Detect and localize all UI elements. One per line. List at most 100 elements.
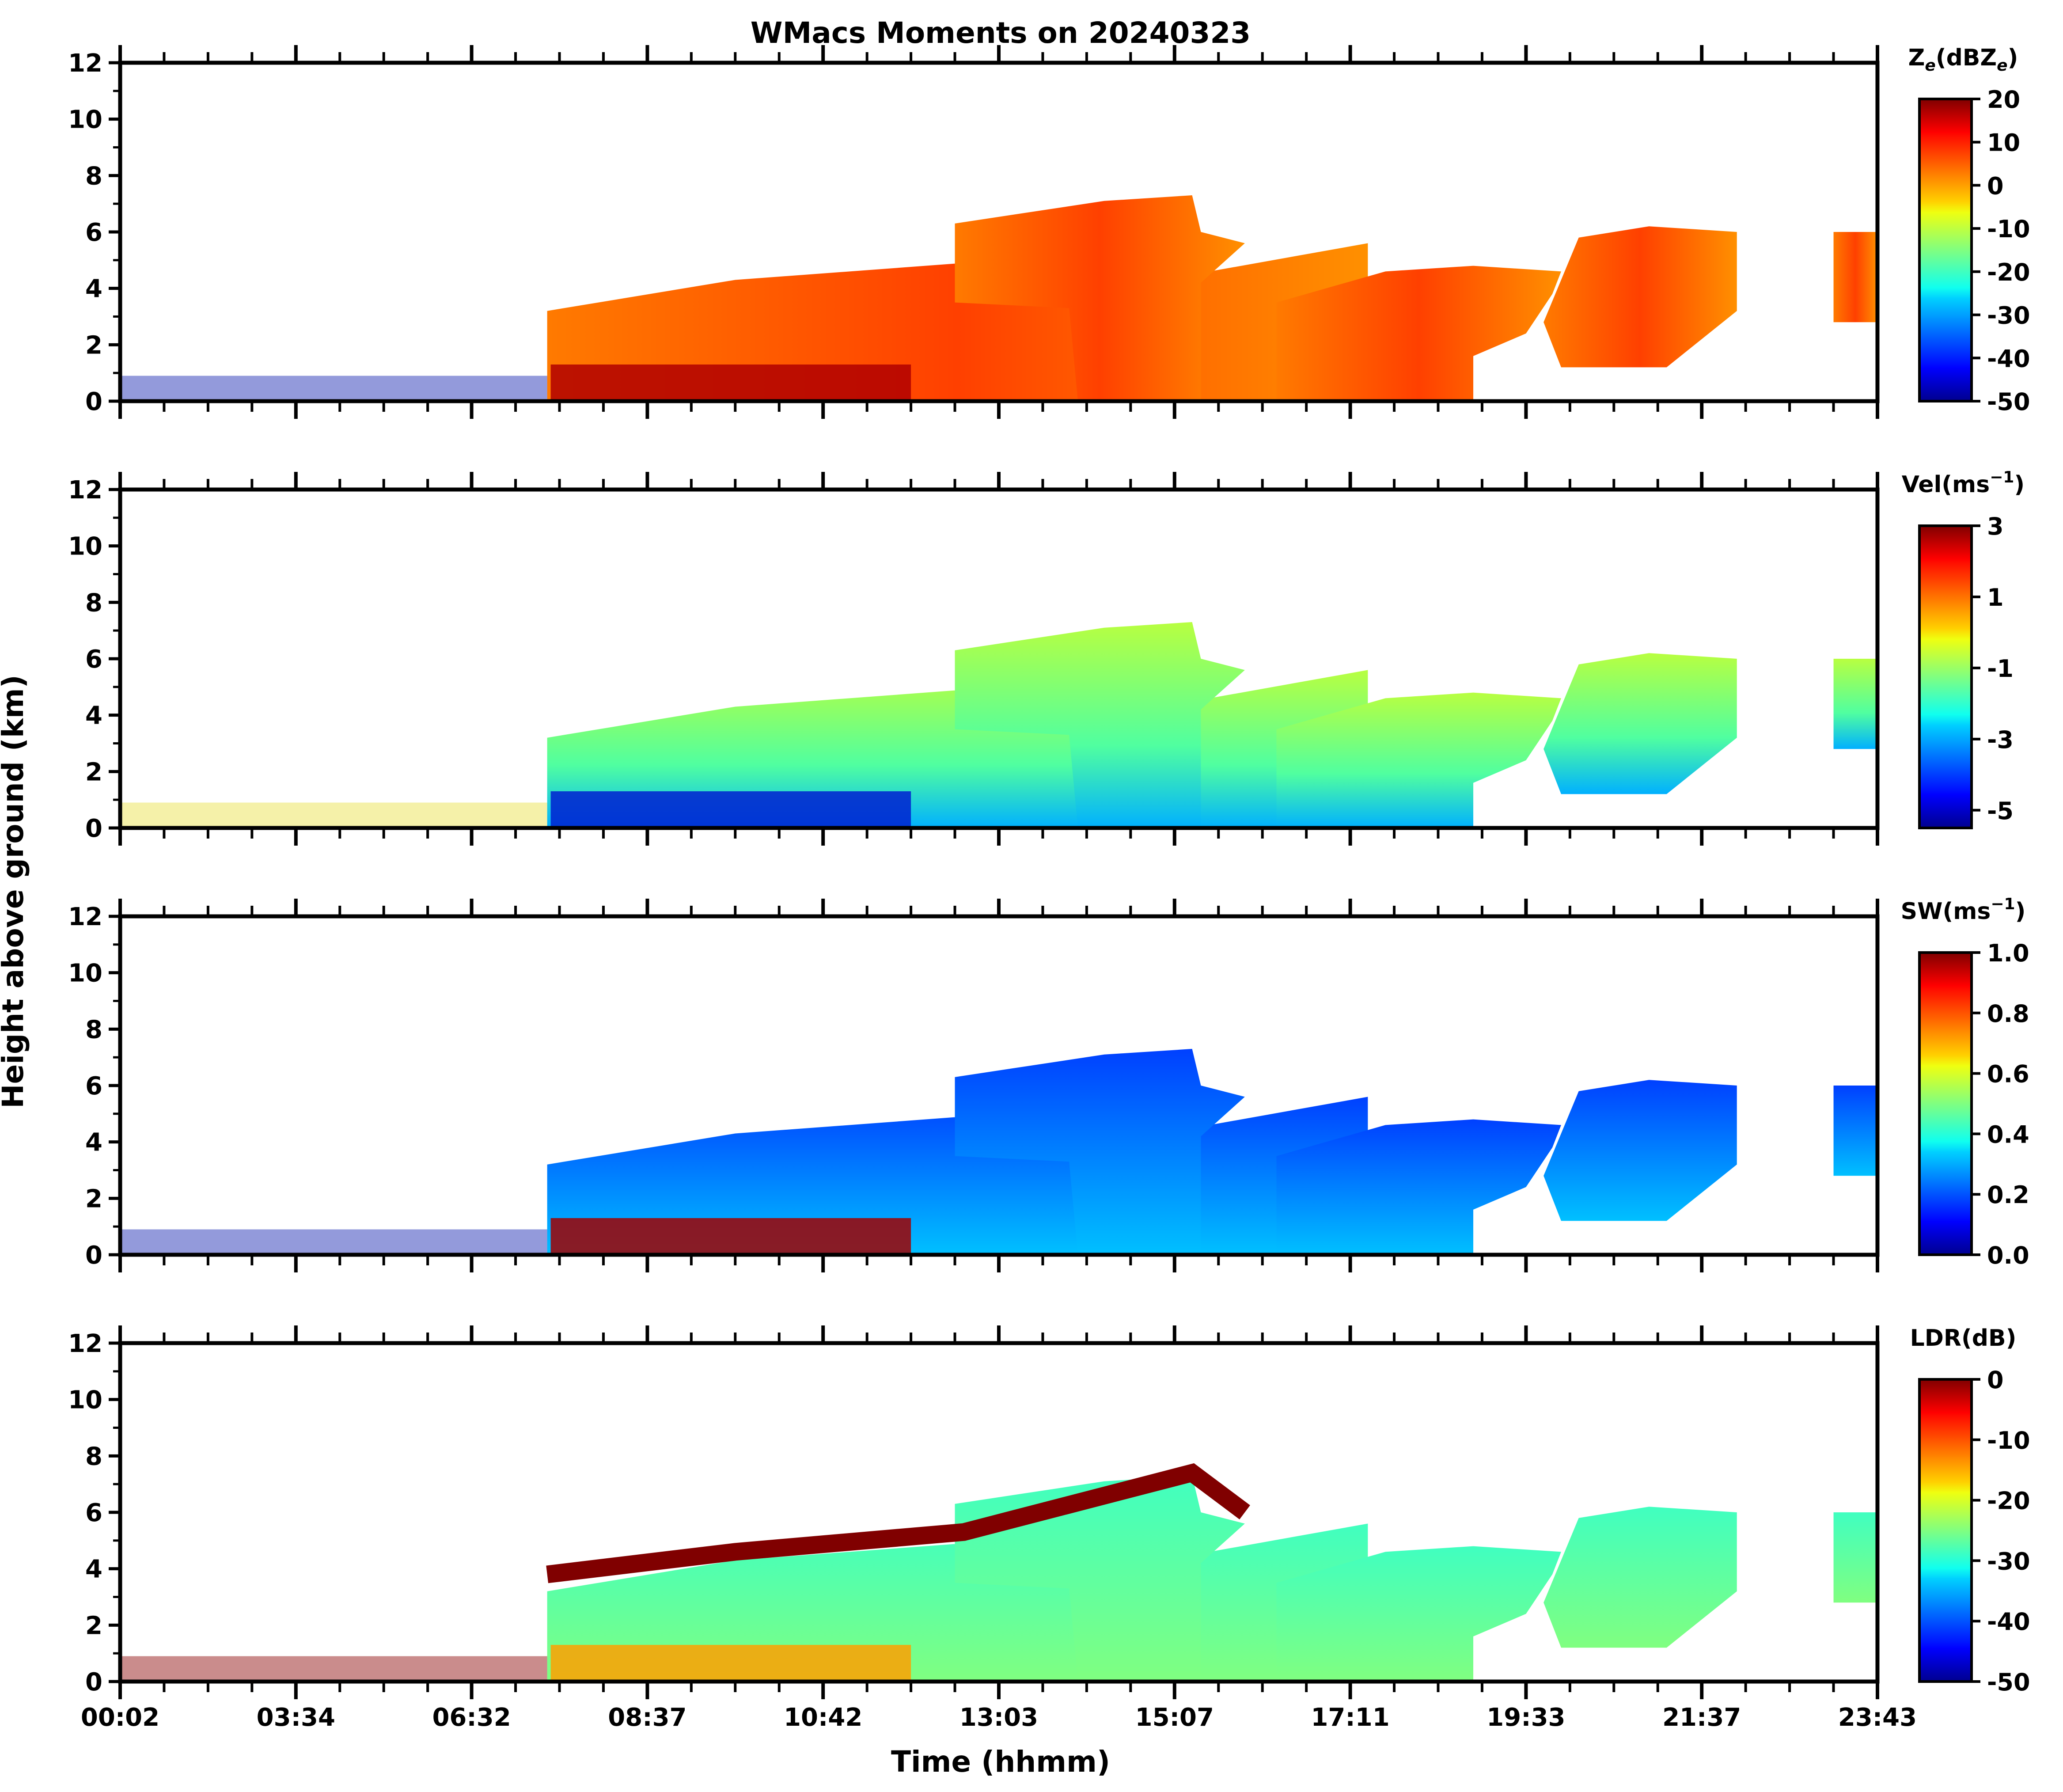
colorbar-tick-label: 0.6 — [1987, 1060, 2029, 1088]
y-tick-label: 0 — [85, 1668, 102, 1697]
panel-spectrum_width: 0 2 4 6 8 10 12 1.0 0.8 0.6 0.4 0.2 0.0 SW(ms−1) — [68, 895, 2029, 1272]
x-tick-label: 10:42 — [784, 1703, 862, 1732]
colorbar-label: LDR(dB) — [1910, 1325, 2017, 1352]
echo-region-2 — [1276, 266, 1561, 401]
y-tick-label: 6 — [85, 218, 102, 247]
y-tick-label: 2 — [85, 758, 102, 786]
clutter-band — [120, 1229, 547, 1255]
echo-region-2 — [1276, 1546, 1561, 1682]
colorbar-tick-label: -30 — [1987, 1547, 2030, 1575]
colorbar-tick-label: 0 — [1987, 172, 2004, 200]
x-tick-label: 17:11 — [1311, 1703, 1389, 1732]
colorbar-tick-label: 3 — [1987, 513, 2004, 540]
colorbar-tick-label: -20 — [1987, 258, 2030, 286]
colorbar-ldr: 0 -10 -20 -30 -40 -50 LDR(dB) — [1910, 1325, 2030, 1696]
clutter-band — [120, 376, 547, 401]
y-tick-label: 8 — [85, 1442, 102, 1471]
y-tick-label: 4 — [85, 275, 102, 304]
echo-region-4 — [1833, 232, 1877, 323]
colorbar-tick-label: -3 — [1987, 726, 2014, 754]
colorbar-reflectivity: 20 10 0 -10 -20 -30 -40 -50 Ze(dBZe) — [1908, 45, 2030, 416]
y-tick-label: 4 — [85, 1128, 102, 1157]
colorbar-label: Vel(ms−1) — [1902, 468, 2025, 498]
x-tick-label: 19:33 — [1487, 1703, 1565, 1732]
x-tick-label: 00:02 — [81, 1703, 159, 1732]
y-tick-label: 4 — [85, 702, 102, 730]
colorbar-tick-label: 0.4 — [1987, 1120, 2029, 1148]
near-surface-layer — [550, 1218, 911, 1255]
clutter-band — [120, 1656, 547, 1682]
panel-ldr: 0 2 4 6 8 10 12 00:02 03:34 06:32 08:37 10:42 13:03 1… — [68, 1325, 2030, 1732]
panel-velocity: 0 2 4 6 8 10 12 3 1 -1 -3 -5 Vel(ms−1) — [68, 468, 2025, 846]
colorbar-gradient — [1918, 524, 1973, 829]
x-tick-label: 08:37 — [608, 1703, 686, 1732]
echo-region-3 — [1543, 653, 1737, 794]
y-tick-label: 8 — [85, 162, 102, 190]
colorbar-tick-label: 0.2 — [1987, 1181, 2029, 1209]
y-tick-label: 10 — [68, 532, 102, 561]
echo-field-velocity — [120, 622, 1877, 828]
y-tick-label: 0 — [85, 387, 102, 416]
colorbar-velocity: 3 1 -1 -3 -5 Vel(ms−1) — [1902, 468, 2025, 829]
near-surface-layer — [550, 364, 911, 401]
y-tick-label: 10 — [68, 106, 102, 134]
colorbar-tick-label: 1.0 — [1987, 939, 2029, 967]
echo-region-4 — [1833, 659, 1877, 749]
colorbar-tick-label: -20 — [1987, 1487, 2030, 1515]
y-tick-label: 10 — [68, 959, 102, 988]
x-axis-label: Time (hhmm) — [891, 1745, 1110, 1779]
echo-field-ldr — [120, 1463, 1877, 1682]
x-tick-label: 15:07 — [1135, 1703, 1214, 1732]
echo-region-2 — [1276, 692, 1561, 828]
colorbar-label: SW(ms−1) — [1901, 895, 2026, 925]
ldr-top-edge — [546, 1463, 1250, 1583]
colorbar-label: Ze(dBZe) — [1908, 45, 2018, 75]
y-tick-label: 0 — [85, 814, 102, 843]
y-tick-label: 6 — [85, 645, 102, 674]
chart-title: WMacs Moments on 20240323 — [751, 16, 1251, 50]
x-tick-label: 13:03 — [959, 1703, 1038, 1732]
y-tick-label: 2 — [85, 331, 102, 360]
y-tick-label: 12 — [68, 476, 102, 505]
y-tick-label: 12 — [68, 903, 102, 931]
colorbar-tick-label: -50 — [1987, 388, 2030, 416]
echo-region-1 — [955, 622, 1245, 828]
panel-reflectivity: 0 2 4 6 8 10 12 20 10 0 -10 -20 -30 -40 -50 Ze(dBZe) — [68, 45, 2030, 419]
colorbar-gradient — [1918, 951, 1973, 1256]
colorbar-tick-label: 10 — [1987, 129, 2020, 157]
echo-region-1 — [955, 1049, 1245, 1255]
echo-region-4 — [1833, 1086, 1877, 1176]
colorbar-tick-label: -1 — [1987, 655, 2014, 683]
colorbar-tick-label: 1 — [1987, 584, 2004, 611]
y-tick-label: 2 — [85, 1611, 102, 1640]
near-surface-layer — [550, 1645, 911, 1682]
y-tick-label: 12 — [68, 49, 102, 78]
echo-region-3 — [1543, 226, 1737, 368]
x-tick-label: 23:43 — [1838, 1703, 1917, 1732]
y-tick-label: 4 — [85, 1555, 102, 1584]
colorbar-tick-label: -30 — [1987, 302, 2030, 330]
y-tick-label: 10 — [68, 1386, 102, 1415]
x-tick-label: 06:32 — [432, 1703, 511, 1732]
echo-region-4 — [1833, 1512, 1877, 1603]
colorbar-gradient — [1918, 98, 1973, 402]
echo-region-1 — [955, 195, 1245, 401]
y-axis-label: Height above ground (km) — [0, 675, 30, 1109]
echo-region-3 — [1543, 1080, 1737, 1221]
y-tick-label: 0 — [85, 1241, 102, 1270]
y-tick-label: 8 — [85, 588, 102, 617]
colorbar-spectrum_width: 1.0 0.8 0.6 0.4 0.2 0.0 SW(ms−1) — [1901, 895, 2029, 1269]
panels: 02468101220100-10-20-30-40-50Ze(dBZe)024… — [68, 45, 2030, 1732]
colorbar-tick-label: -50 — [1987, 1668, 2030, 1696]
colorbar-tick-label: 0.8 — [1987, 1000, 2029, 1028]
y-tick-label: 6 — [85, 1072, 102, 1101]
echo-region-2 — [1276, 1119, 1561, 1255]
x-tick-label: 03:34 — [257, 1703, 335, 1732]
y-tick-label: 8 — [85, 1015, 102, 1044]
y-tick-label: 12 — [68, 1329, 102, 1358]
echo-field-spectrum_width — [120, 1049, 1877, 1255]
colorbar-tick-label: -40 — [1987, 345, 2030, 372]
colorbar-gradient — [1918, 1378, 1973, 1683]
colorbar-tick-label: 0.0 — [1987, 1241, 2029, 1269]
